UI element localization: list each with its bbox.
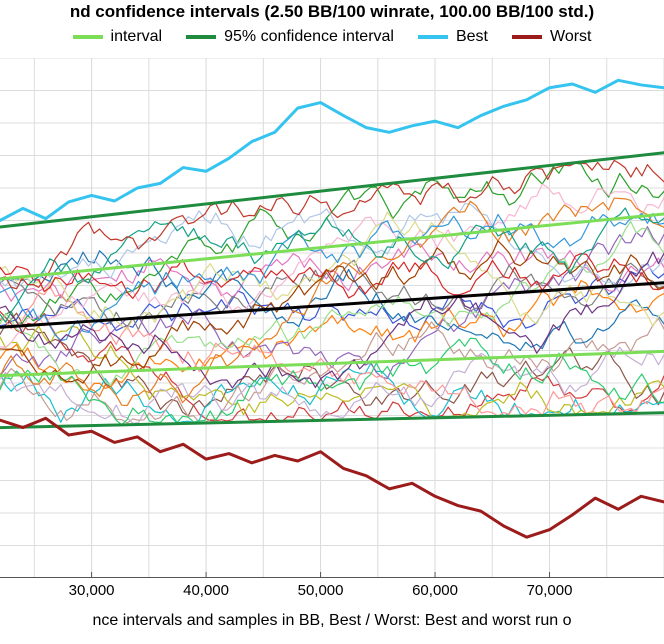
x-tick-label: 70,000 [527,582,573,599]
chart-container: nd confidence intervals (2.50 BB/100 win… [0,0,664,644]
legend-label: Best [456,28,488,46]
legend-label: Worst [550,28,591,46]
x-axis-ticks: 30,000 40,000 50,000 60,000 70,000 [0,582,664,602]
x-tick-label: 60,000 [412,582,458,599]
legend-label: 95% confidence interval [224,28,394,46]
legend-swatch [73,35,103,39]
legend-label: interval [111,28,163,46]
legend: interval 95% confidence interval Best Worst [0,28,664,46]
legend-swatch [512,35,542,39]
plot-area [0,58,664,578]
x-axis-label: nce intervals and samples in BB, Best / … [0,612,664,630]
x-tick-label: 40,000 [183,582,229,599]
legend-item: interval [73,28,163,46]
x-tick-label: 30,000 [69,582,115,599]
legend-swatch [186,35,216,39]
legend-item: 95% confidence interval [186,28,394,46]
chart-title: nd confidence intervals (2.50 BB/100 win… [0,2,664,22]
legend-item: Best [418,28,488,46]
x-tick-label: 50,000 [298,582,344,599]
legend-swatch [418,35,448,39]
legend-item: Worst [512,28,591,46]
